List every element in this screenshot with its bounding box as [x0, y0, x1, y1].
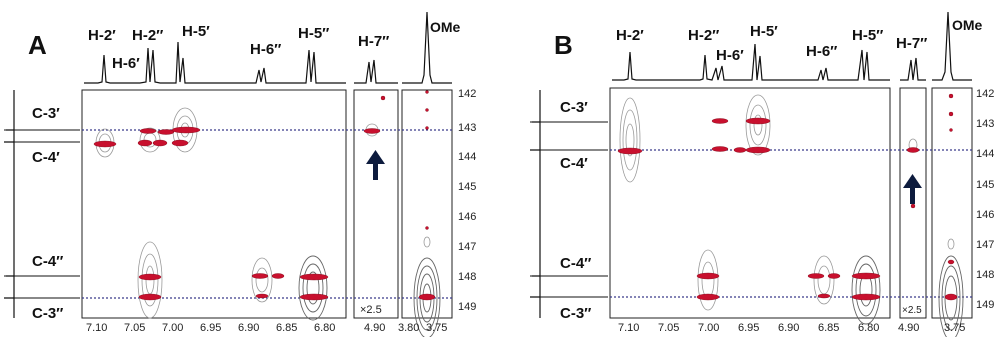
label-h7dblprime-b: H-7″: [896, 35, 927, 52]
frame-h7-b: [899, 87, 927, 319]
x-tick-a-5: 6.85: [276, 322, 297, 334]
carbon-spectrum-b: [530, 90, 541, 318]
label-c4prime-a: C-4′: [32, 149, 60, 166]
panel-a: A H-2′ H-6′ H-2″ H-5′ H-6″ H-5″ H-7″ OMe…: [4, 11, 476, 337]
proton-spectrum-a: [84, 41, 346, 84]
x-tick-b-5: 6.85: [818, 322, 839, 334]
x-tick-b-ome-0: 3.75: [944, 322, 965, 334]
frame-ome-a: [401, 89, 453, 319]
label-c3dblprime-b: C-3″: [560, 305, 591, 322]
y-tick-a-4: 146: [458, 211, 476, 223]
x-tick-a-0: 7.10: [86, 322, 107, 334]
label-h6prime-a: H-6′: [112, 55, 140, 72]
x-tick-b-4: 6.90: [778, 322, 799, 334]
proton-spectrum-b: [612, 43, 890, 81]
y-tick-a-0: 142: [458, 88, 476, 100]
y-tick-b-3: 145: [976, 179, 994, 191]
proton-spectrum-ome-b: [932, 11, 972, 81]
contours-b: [619, 94, 964, 337]
label-h2dblprime-b: H-2″: [688, 27, 719, 44]
x-tick-a-6: 6.80: [314, 322, 335, 334]
x-tick-a-4: 6.90: [238, 322, 259, 334]
label-c4dblprime-b: C-4″: [560, 255, 591, 272]
carbon-spectrum-a: [4, 90, 15, 318]
label-h5dblprime-b: H-5″: [852, 27, 883, 44]
x-tick-a-ome-0: 3.80: [398, 322, 419, 334]
y-tick-a-1: 143: [458, 122, 476, 134]
panel-letter-a: A: [28, 30, 47, 60]
y-tick-b-5: 147: [976, 239, 994, 251]
x-tick-b-h7: 4.90: [898, 322, 919, 334]
label-ome-b: OMe: [952, 17, 983, 33]
x-axis-b: 7.10 7.05 7.00 6.95 6.90 6.85 6.80 4.90 …: [618, 322, 965, 334]
panel-b: B H-2′ H-2″ H-6′ H-5′ H-6″ H-5″ H-7″ OMe…: [530, 11, 994, 337]
arrow-up-icon-b: [903, 174, 922, 204]
y-axis-a: 142 143 144 145 146 147 148 149: [458, 88, 476, 313]
arrow-up-icon-a: [366, 150, 385, 180]
x-tick-a-2: 7.00: [162, 322, 183, 334]
y-axis-b: 142 143 144 145 146 147 148 149: [976, 88, 994, 311]
panel-letter-b: B: [554, 30, 573, 60]
label-h5prime-b: H-5′: [750, 23, 778, 40]
y-tick-b-7: 149: [976, 299, 994, 311]
y-tick-a-7: 149: [458, 301, 476, 313]
y-tick-a-6: 148: [458, 271, 476, 283]
x-tick-b-3: 6.95: [738, 322, 759, 334]
y-tick-a-3: 145: [458, 181, 476, 193]
label-c3prime-b: C-3′: [560, 99, 588, 116]
frame-ome-b: [931, 87, 973, 319]
x-tick-a-3: 6.95: [200, 322, 221, 334]
proton-spectrum-ome-a: [402, 11, 452, 84]
label-h6prime-b: H-6′: [716, 47, 744, 64]
scale-note-a: ×2.5: [360, 304, 382, 316]
y-tick-b-1: 143: [976, 118, 994, 130]
y-tick-b-0: 142: [976, 88, 994, 100]
label-h2prime-a: H-2′: [88, 27, 116, 44]
x-tick-b-0: 7.10: [618, 322, 639, 334]
label-h5dblprime-a: H-5″: [298, 25, 329, 42]
label-h6dblprime-b: H-6″: [806, 43, 837, 60]
x-tick-a-ome-1: 3.75: [426, 322, 447, 334]
x-tick-b-1: 7.05: [658, 322, 679, 334]
x-tick-b-2: 7.00: [698, 322, 719, 334]
scale-note-b: ×2.5: [902, 305, 922, 316]
x-axis-a: 7.10 7.05 7.00 6.95 6.90 6.85 6.80 4.90 …: [86, 322, 447, 334]
y-tick-b-6: 148: [976, 269, 994, 281]
label-c3prime-a: C-3′: [32, 105, 60, 122]
label-c4prime-b: C-4′: [560, 155, 588, 172]
y-tick-b-2: 144: [976, 148, 994, 160]
proton-spectrum-h7-a: [354, 59, 398, 84]
label-c4dblprime-a: C-4″: [32, 253, 63, 270]
x-tick-b-6: 6.80: [858, 322, 879, 334]
label-h5prime-a: H-5′: [182, 23, 210, 40]
frame-h7-a: [353, 89, 399, 319]
x-tick-a-h7: 4.90: [364, 322, 385, 334]
label-c3dblprime-a: C-3″: [32, 305, 63, 322]
label-ome-a: OMe: [430, 19, 461, 35]
cross-peaks-b: [617, 93, 958, 301]
y-tick-a-2: 144: [458, 151, 476, 163]
label-h2prime-b: H-2′: [616, 27, 644, 44]
label-h2dblprime-a: H-2″: [132, 27, 163, 44]
proton-spectrum-h7-b: [900, 57, 926, 81]
label-h7dblprime-a: H-7″: [358, 33, 389, 50]
y-tick-b-4: 146: [976, 209, 994, 221]
frame-main-b: [609, 87, 891, 319]
frame-main-a: [81, 89, 347, 319]
label-h6dblprime-a: H-6″: [250, 41, 281, 58]
x-tick-a-1: 7.05: [124, 322, 145, 334]
y-tick-a-5: 147: [458, 241, 476, 253]
cross-peaks-a: [93, 90, 436, 301]
